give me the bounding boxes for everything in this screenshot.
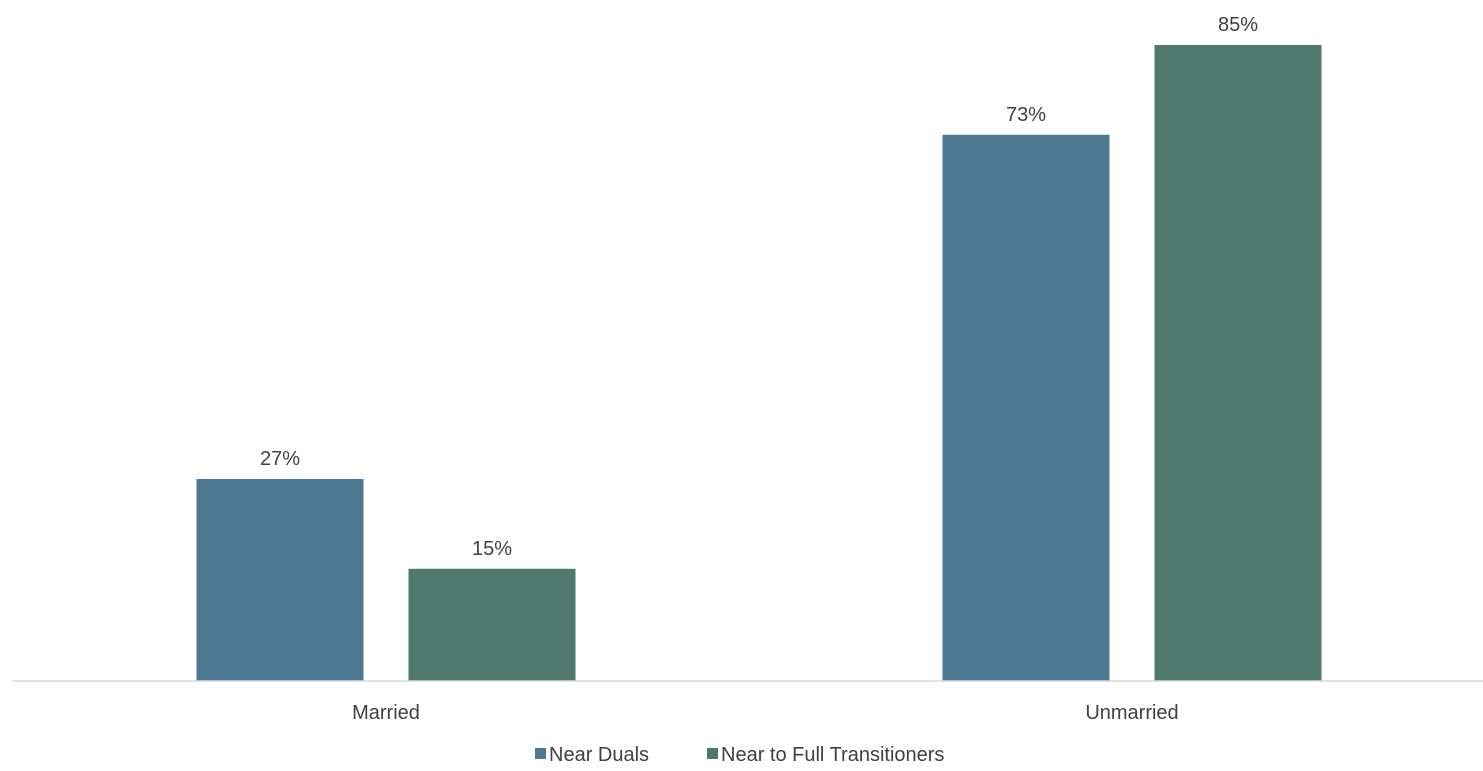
category-labels-layer: Married Unmarried [352, 702, 1179, 724]
legend-label-near-duals: Near Duals [549, 744, 649, 766]
bar-near-duals-married [196, 478, 364, 681]
legend: Near Duals Near to Full Transitioners [535, 744, 944, 766]
data-label: 27% [260, 448, 300, 470]
bars-layer [196, 45, 1322, 682]
legend-swatch-near-to-full-transitioners [707, 748, 718, 759]
data-label: 15% [472, 538, 512, 560]
bar-near-duals-unmarried [942, 134, 1110, 682]
data-label: 73% [1006, 104, 1046, 126]
data-labels-layer: 27% 15% 73% 85% [260, 14, 1258, 560]
category-label-married: Married [352, 702, 420, 724]
legend-label-near-to-full-transitioners: Near to Full Transitioners [721, 744, 944, 766]
bar-near-to-full-transitioners-unmarried [1154, 45, 1322, 681]
category-label-unmarried: Unmarried [1085, 702, 1178, 724]
bar-near-to-full-transitioners-married [408, 568, 576, 681]
data-label: 85% [1218, 14, 1258, 36]
legend-swatch-near-duals [535, 748, 546, 759]
